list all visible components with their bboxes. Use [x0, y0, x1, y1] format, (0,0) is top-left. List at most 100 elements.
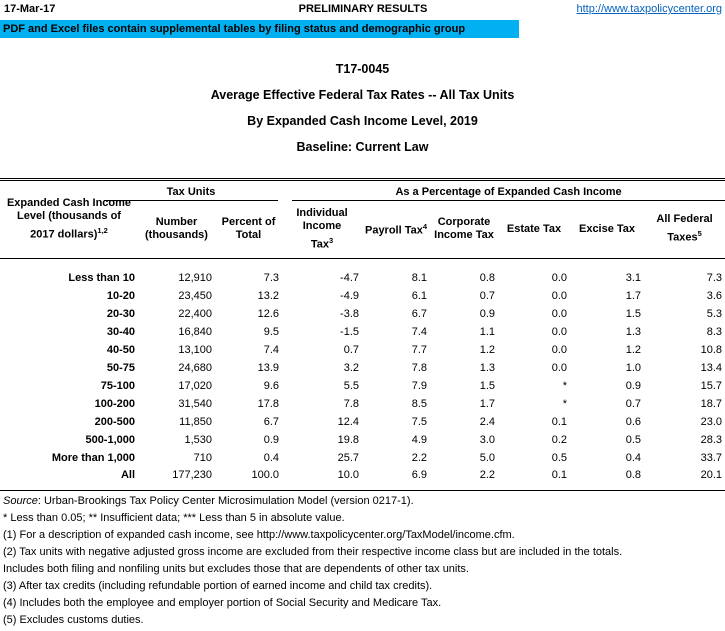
data-cell: 18.7: [700, 397, 723, 410]
data-cell: 11,850: [179, 415, 212, 428]
data-cell: 13.9: [257, 361, 280, 374]
row-label: 75-100: [100, 379, 135, 392]
data-cell: 6.9: [411, 469, 428, 482]
row-label: 500-1,000: [85, 433, 135, 446]
data-cell: 0.5: [551, 451, 568, 464]
data-cell: 13,100: [178, 343, 212, 356]
preliminary-results-label: PRELIMINARY RESULTS: [298, 3, 428, 15]
col-header-individual-income-tax: Individual Income Tax3: [282, 200, 363, 259]
data-cell: 7.3: [706, 271, 723, 284]
source-note: Source: Urban-Brookings Tax Policy Cente…: [3, 495, 414, 507]
table-row: 200-500 11,850 6.7 12.4 7.5 2.4 0.1 0.6 23.0: [0, 413, 725, 431]
footnote-line: (3) After tax credits (including refunda…: [3, 580, 433, 592]
data-cell: 17.8: [257, 397, 280, 410]
data-cell: 0.9: [479, 307, 496, 320]
data-cell: 28.3: [700, 433, 723, 446]
table-row: 30-40 16,840 9.5 -1.5 7.4 1.1 0.0 1.3 8.3: [0, 323, 725, 341]
footnote-line: (1) For a description of expanded cash i…: [3, 529, 515, 541]
data-cell: 10.0: [337, 469, 360, 482]
data-cell: 0.7: [625, 397, 642, 410]
data-cell: 0.2: [551, 433, 568, 446]
table-row: 40-50 13,100 7.4 0.7 7.7 1.2 0.0 1.2 10.8: [0, 341, 725, 359]
tpc-website-link[interactable]: http://www.taxpolicycenter.org: [576, 3, 722, 15]
data-cell: 2.4: [479, 415, 496, 428]
data-cell: 0.6: [625, 415, 642, 428]
data-cell: 9.6: [263, 379, 280, 392]
data-cell: 0.4: [625, 451, 642, 464]
table-row: Less than 10 12,910 7.3 -4.7 8.1 0.8 0.0 3.1 7.3: [0, 259, 725, 287]
data-cell: 1.0: [625, 361, 642, 374]
row-label: Less than 10: [68, 271, 135, 284]
col-header-corporate-income-tax: Corporate Income Tax: [430, 200, 499, 259]
data-cell: *: [562, 379, 568, 392]
data-cell: 1.5: [479, 379, 496, 392]
data-cell: 23.0: [700, 415, 723, 428]
data-cell: 20.1: [700, 469, 723, 482]
data-cell: 8.3: [706, 325, 723, 338]
data-cell: 0.0: [551, 361, 568, 374]
footnotes: Source: Urban-Brookings Tax Policy Cente…: [0, 493, 725, 629]
col-header-number: Number (thousands): [138, 200, 215, 259]
data-cell: 7.9: [411, 379, 428, 392]
data-cell: 15.7: [700, 379, 723, 392]
date-label: 17-Mar-17: [4, 3, 56, 15]
data-cell: 12.4: [337, 415, 360, 428]
row-label: All: [120, 469, 135, 482]
row-label: 20-30: [106, 307, 135, 320]
group-header-percentage-of-eci: As a Percentage of Expanded Cash Income: [282, 180, 725, 201]
data-cell: 13.4: [700, 361, 723, 374]
data-cell: 7.3: [263, 271, 280, 284]
data-cell: 5.0: [479, 451, 496, 464]
data-cell: -1.5: [340, 325, 360, 338]
data-cell: 710: [193, 451, 212, 464]
data-cell: 10.8: [700, 343, 723, 356]
data-cell: 0.7: [343, 343, 360, 356]
data-cell: 33.7: [700, 451, 723, 464]
data-cell: 0.5: [625, 433, 642, 446]
data-cell: 12,910: [178, 271, 212, 284]
data-cell: 7.4: [411, 325, 428, 338]
data-cell: 1.7: [625, 289, 642, 302]
data-cell: 177,230: [172, 469, 212, 482]
data-cell: 1.2: [625, 343, 642, 356]
data-cell: 23,450: [178, 289, 212, 302]
data-cell: 24,680: [178, 361, 212, 374]
supplemental-tables-banner: PDF and Excel files contain supplemental…: [0, 20, 519, 38]
col-header-percent-of-total: Percent of Total: [215, 200, 283, 259]
col-header-excise-tax: Excise Tax: [570, 200, 645, 259]
data-cell: 1.3: [479, 361, 496, 374]
table-id: T17-0045: [335, 62, 390, 76]
data-cell: 6.1: [411, 289, 428, 302]
data-cell: 0.0: [551, 289, 568, 302]
data-cell: -4.9: [340, 289, 360, 302]
data-cell: 25.7: [337, 451, 360, 464]
row-label: 100-200: [94, 397, 135, 410]
table-subtitle: By Expanded Cash Income Level, 2019: [247, 114, 478, 128]
notes-list: * Less than 0.05; ** Insufficient data; …: [3, 510, 725, 629]
data-cell: 7.5: [411, 415, 428, 428]
data-cell: 0.8: [625, 469, 642, 482]
data-cell: 0.0: [551, 343, 568, 356]
data-cell: 100.0: [251, 469, 280, 482]
data-cell: 13.2: [257, 289, 280, 302]
data-cell: 5.3: [706, 307, 723, 320]
data-cell: 1.1: [479, 325, 496, 338]
table-row: All 177,230 100.0 10.0 6.9 2.2 0.1 0.8 20.1: [0, 467, 725, 491]
footnote-line: (2) Tax units with negative adjusted gro…: [3, 546, 623, 558]
row-label: 200-500: [94, 415, 135, 428]
col-header-all-federal-taxes: All Federal Taxes5: [644, 200, 725, 259]
table-row: More than 1,000 710 0.4 25.7 2.2 5.0 0.5 0.4 33.…: [0, 449, 725, 467]
data-cell: 0.0: [551, 325, 568, 338]
footnote-line: (4) Includes both the employee and emplo…: [3, 597, 442, 609]
data-cell: 7.4: [263, 343, 280, 356]
data-cell: 2.2: [411, 451, 428, 464]
data-cell: 2.2: [479, 469, 496, 482]
footnote-line: (5) Excludes customs duties.: [3, 614, 144, 626]
data-cell: 5.5: [343, 379, 360, 392]
data-cell: 7.7: [411, 343, 428, 356]
data-cell: 0.0: [551, 307, 568, 320]
data-cell: -3.8: [340, 307, 360, 320]
data-cell: 0.8: [479, 271, 496, 284]
table-row: 500-1,000 1,530 0.9 19.8 4.9 3.0 0.2 0.5 28.3: [0, 431, 725, 449]
row-label: 10-20: [106, 289, 135, 302]
